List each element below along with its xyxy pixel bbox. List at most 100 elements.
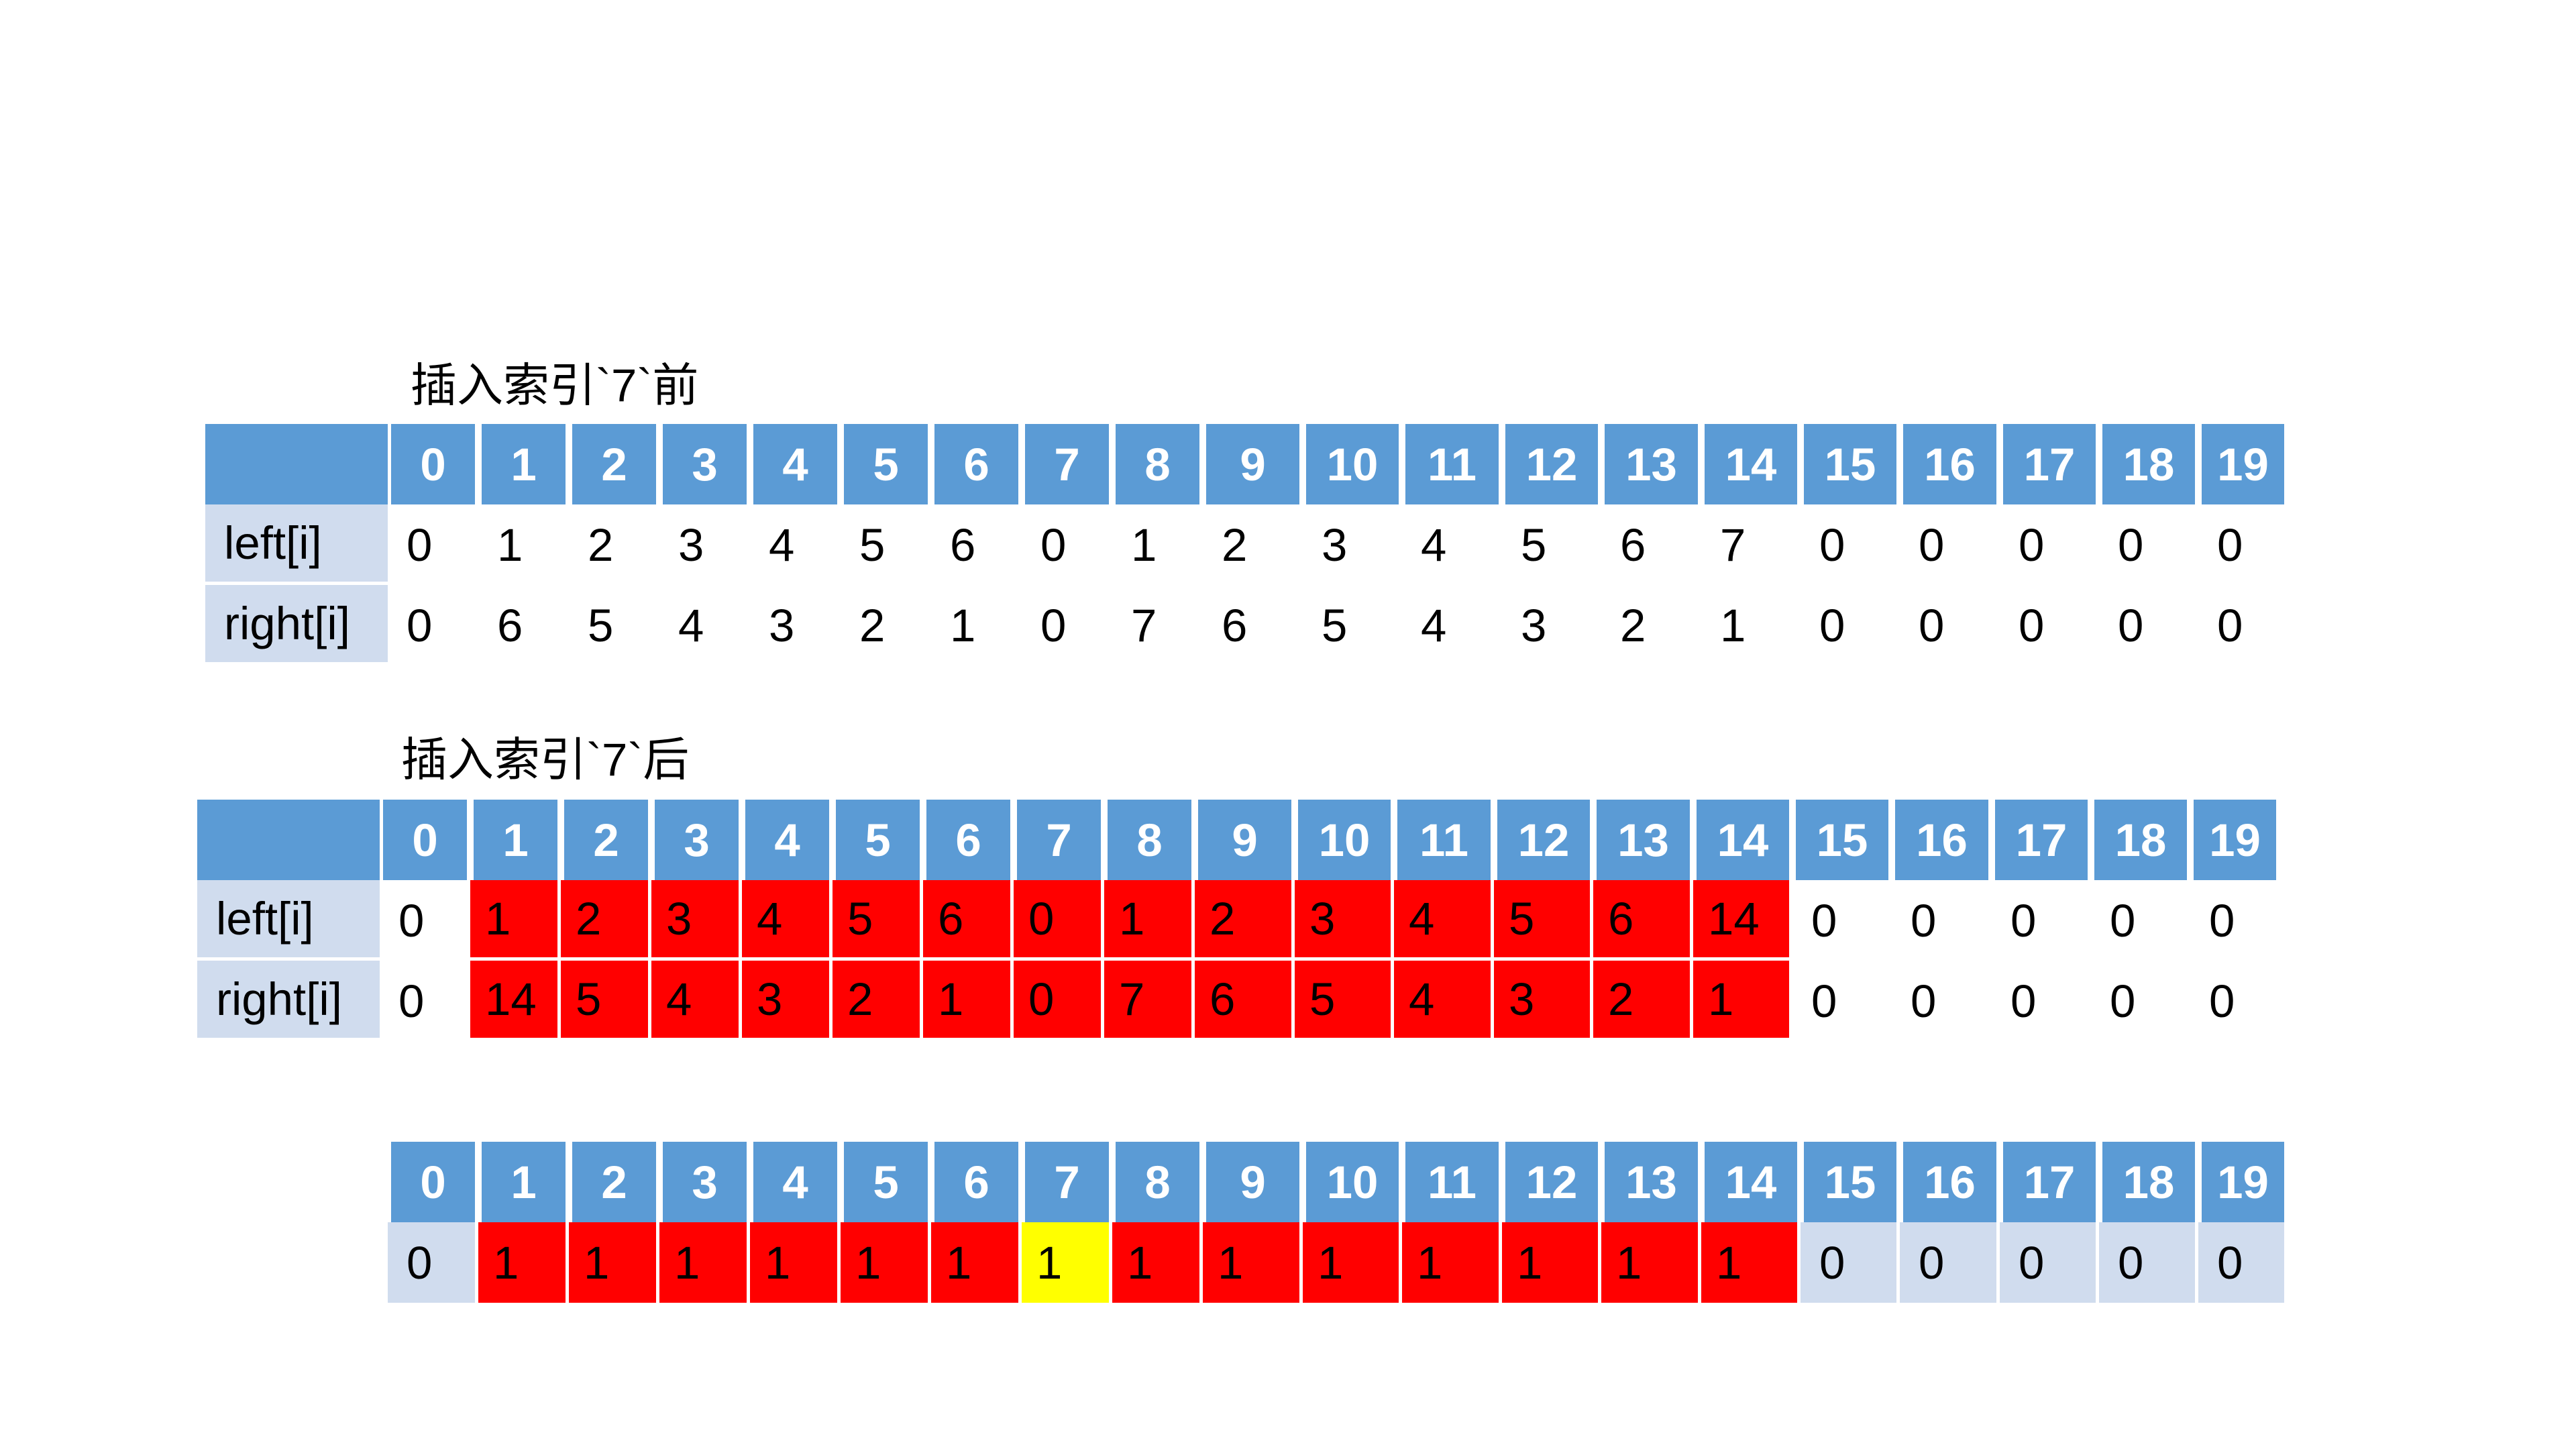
count-index-header: 9 <box>1203 1142 1303 1222</box>
before-left-cell: 3 <box>1322 519 1348 571</box>
before-left-cell: 5 <box>859 519 885 571</box>
before-index-header: 14 <box>1701 424 1801 504</box>
before-right-cell: 1 <box>950 599 976 651</box>
before-right-cell: 0 <box>407 599 433 651</box>
before-right-cell: 4 <box>678 599 704 651</box>
before-right-cell: 2 <box>1620 599 1646 651</box>
before-index-header: 4 <box>750 424 841 504</box>
before-index-header: 12 <box>1502 424 1601 504</box>
before-left-cell: 1 <box>1131 519 1157 571</box>
count-value-cell: 1 <box>1502 1222 1601 1303</box>
count-value-cell: 0 <box>388 1222 478 1303</box>
before-right-cell: 0 <box>1919 599 1945 651</box>
after-left-cell: 4 <box>742 880 833 961</box>
count-value-cell: 1 <box>1203 1222 1303 1303</box>
before-index-header: 1 <box>478 424 569 504</box>
count-index-header: 7 <box>1022 1142 1112 1222</box>
before-left-cell: 0 <box>1040 519 1067 571</box>
before-right-cell: 3 <box>769 599 795 651</box>
before-left-cell: 2 <box>588 519 614 571</box>
before-right-cell: 2 <box>859 599 885 651</box>
after-right-cell: 0 <box>1911 975 1937 1027</box>
before-index-header: 5 <box>841 424 931 504</box>
after-left-cell: 6 <box>923 880 1014 961</box>
before-title: 插入索引`7`前 <box>411 360 699 411</box>
count-value-cell: 1 <box>1601 1222 1701 1303</box>
after-index-header: 17 <box>1992 800 2091 880</box>
count-value-cell: 1 <box>659 1222 750 1303</box>
after-left-cell: 6 <box>1593 880 1693 961</box>
count-index-header: 2 <box>569 1142 659 1222</box>
count-index-header: 16 <box>1900 1142 2000 1222</box>
before-index-header: 3 <box>659 424 750 504</box>
after-index-header: 18 <box>2091 800 2190 880</box>
after-index-header: 19 <box>2190 800 2279 880</box>
before-right-cell: 0 <box>2217 599 2243 651</box>
count-index-header: 18 <box>2099 1142 2198 1222</box>
count-value-cell: 0 <box>1900 1222 2000 1303</box>
count-index-header: 0 <box>388 1142 478 1222</box>
after-right-cell: 7 <box>1104 961 1195 1041</box>
before-right-cell: 0 <box>1040 599 1067 651</box>
before-index-header: 6 <box>931 424 1022 504</box>
after-right-cell: 1 <box>923 961 1014 1041</box>
after-index-header: 14 <box>1693 800 1792 880</box>
before-left-cell: 7 <box>1720 519 1746 571</box>
after-index-header: 1 <box>470 800 561 880</box>
after-left-cell: 0 <box>398 894 425 947</box>
after-left-cell: 1 <box>1104 880 1195 961</box>
after-index-header: 4 <box>742 800 833 880</box>
before-left-cell: 0 <box>2019 519 2045 571</box>
count-value-cell: 1 <box>931 1222 1022 1303</box>
count-value-cell: 1 <box>569 1222 659 1303</box>
after-left-cell: 0 <box>2110 894 2136 947</box>
count-index-header: 3 <box>659 1142 750 1222</box>
after-index-header: 13 <box>1593 800 1693 880</box>
before-left-cell: 4 <box>769 519 795 571</box>
before-index-header: 17 <box>2000 424 2099 504</box>
count-value-cell: 0 <box>2099 1222 2198 1303</box>
after-index-header: 0 <box>380 800 470 880</box>
count-value-cell: 0 <box>2000 1222 2099 1303</box>
before-index-header: 0 <box>388 424 478 504</box>
before-left-cell: 1 <box>497 519 523 571</box>
before-left-cell: 0 <box>1919 519 1945 571</box>
before-left-cell: 2 <box>1222 519 1248 571</box>
after-right-cell: 0 <box>1811 975 1837 1027</box>
after-right-cell: 3 <box>742 961 833 1041</box>
after-left-cell: 3 <box>651 880 742 961</box>
before-right-cell: 0 <box>2019 599 2045 651</box>
count-value-cell: 0 <box>2198 1222 2288 1303</box>
before-left-cell: 0 <box>1819 519 1845 571</box>
before-row-label-right: right[i] <box>205 585 388 662</box>
before-right-cell: 6 <box>1222 599 1248 651</box>
after-left-cell: 14 <box>1693 880 1792 961</box>
before-left-cell: 3 <box>678 519 704 571</box>
count-index-header: 8 <box>1112 1142 1203 1222</box>
after-index-header: 11 <box>1394 800 1494 880</box>
after-right-cell: 2 <box>833 961 923 1041</box>
count-index-header: 15 <box>1801 1142 1900 1222</box>
before-index-header: 19 <box>2198 424 2288 504</box>
before-left-cell: 0 <box>2118 519 2144 571</box>
after-left-cell: 2 <box>561 880 651 961</box>
after-left-cell: 5 <box>833 880 923 961</box>
after-left-cell: 0 <box>1911 894 1937 947</box>
after-left-cell: 5 <box>1494 880 1593 961</box>
before-right-cell: 6 <box>497 599 523 651</box>
before-left-cell: 0 <box>407 519 433 571</box>
after-left-cell: 0 <box>1811 894 1837 947</box>
count-value-cell: 1 <box>1303 1222 1402 1303</box>
after-index-header: 5 <box>833 800 923 880</box>
before-corner-cell <box>205 424 388 504</box>
after-index-header: 10 <box>1295 800 1394 880</box>
count-value-cell: 1 <box>1402 1222 1502 1303</box>
after-right-cell: 5 <box>1295 961 1394 1041</box>
count-index-header: 1 <box>478 1142 569 1222</box>
count-value-cell: 1 <box>1112 1222 1203 1303</box>
after-index-header: 7 <box>1014 800 1104 880</box>
after-title: 插入索引`7`后 <box>401 734 690 786</box>
after-right-cell: 0 <box>2010 975 2037 1027</box>
after-right-cell: 2 <box>1593 961 1693 1041</box>
count-value-cell: 1 <box>841 1222 931 1303</box>
